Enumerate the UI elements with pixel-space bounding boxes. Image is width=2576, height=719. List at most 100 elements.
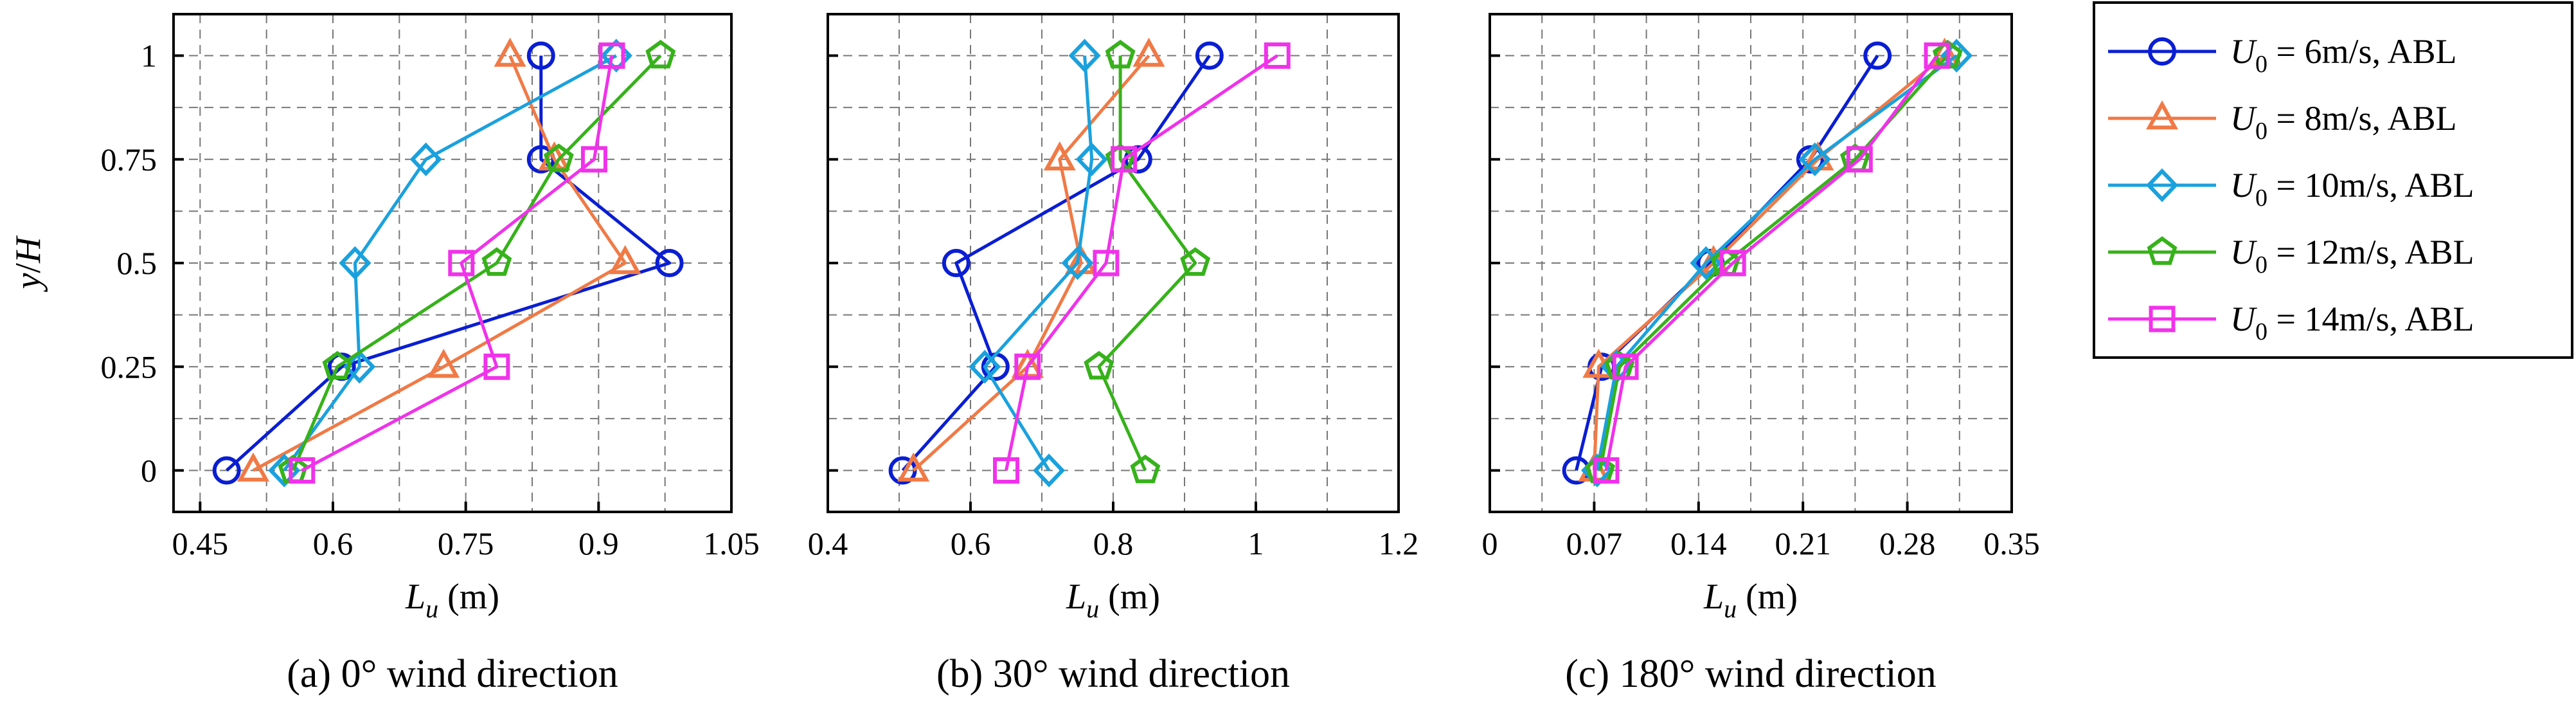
x-axis-unit: (m) (438, 577, 499, 617)
y-axis-var: y (8, 273, 48, 292)
data-point (1068, 39, 1101, 73)
data-point (645, 39, 676, 69)
legend-label: U0 = 10m/s, ABL (2230, 166, 2474, 212)
x-tick-label: 1.2 (1379, 525, 1419, 561)
legend-subscript: 0 (2255, 318, 2267, 345)
data-point (609, 244, 641, 275)
series-line (1595, 54, 1958, 471)
data-point (600, 39, 632, 73)
panel-caption: (a) 0° wind direction (287, 652, 618, 696)
grid (174, 14, 731, 512)
y-tick-label: 0.5 (117, 245, 157, 281)
data-point (1084, 350, 1114, 380)
legend-var: U (2230, 99, 2257, 138)
x-tick-label: 0.6 (951, 525, 991, 561)
x-axis-var: L (1066, 577, 1086, 617)
y-axis-slash: / (8, 263, 48, 273)
series-line (283, 54, 618, 471)
x-tick-label: 0.28 (1879, 525, 1936, 561)
data-point (655, 249, 684, 277)
x-tick-label: 0 (1482, 525, 1498, 561)
data-point (1612, 353, 1639, 380)
legend-text: = 10m/s, ABL (2267, 166, 2474, 205)
data-point (993, 457, 1019, 484)
data-point (1061, 246, 1094, 280)
legend-label: U0 = 6m/s, ABL (2230, 32, 2457, 78)
legend-var: U (2230, 166, 2257, 205)
data-point (409, 142, 442, 176)
data-point (212, 456, 241, 485)
legend-marker-square-icon (2149, 305, 2176, 332)
chart-panel-1: 0.45 0.6 0.75 0.9 1.05 0 0.25 0.5 0.75 1 Lu (m) y/H… (8, 13, 760, 696)
legend-marker-triangle-icon (2145, 100, 2179, 130)
legend-item-14ms: U0 = 14m/s, ABL (2108, 300, 2474, 345)
series-line (901, 55, 1211, 472)
x-tick-label: 0.21 (1775, 525, 1831, 561)
legend-var: U (2230, 233, 2257, 271)
legend-subscript: 0 (2255, 118, 2267, 145)
data-point (289, 457, 316, 484)
data-point (1180, 247, 1211, 276)
y-tick-label: 0.75 (101, 141, 157, 177)
x-axis-subscript: u (1086, 594, 1099, 623)
data-point (1719, 250, 1746, 277)
legend-text: = 12m/s, ABL (2267, 233, 2474, 271)
legend-text: = 6m/s, ABL (2267, 32, 2457, 71)
x-tick-label: 0.14 (1670, 525, 1727, 561)
legend-marker-circle-icon (2148, 37, 2176, 66)
series-line (1005, 54, 1278, 471)
data-point (598, 42, 625, 69)
x-tick-label: 0.8 (1093, 525, 1134, 561)
chart-panel-2: 0.4 0.6 0.8 1 1.2 Lu (m) (b) 30° wind directio… (808, 13, 1419, 696)
series-line (1097, 55, 1197, 471)
data-point (526, 41, 555, 70)
data-point (1033, 453, 1066, 487)
legend-box (2093, 1, 2573, 359)
data-point (1264, 42, 1291, 69)
series-line (983, 55, 1094, 471)
legend-item-10ms: U0 = 10m/s, ABL (2108, 166, 2474, 212)
data-point (339, 246, 371, 280)
legend-subscript: 0 (2255, 185, 2267, 212)
legend-item-8ms: U0 = 8m/s, ABL (2108, 99, 2457, 145)
data-point (322, 350, 353, 380)
series-line (1575, 55, 1879, 471)
data-point (427, 349, 460, 378)
y-tick-label: 1 (141, 38, 157, 74)
series-line (1604, 55, 1939, 471)
y-tick-label: 0 (141, 453, 157, 489)
legend-text: = 8m/s, ABL (2267, 99, 2457, 138)
series-line (252, 55, 627, 472)
series-14ms (1593, 42, 1951, 484)
legend-subscript: 0 (2255, 51, 2267, 78)
chart-panel-3: 0 0.07 0.14 0.21 0.28 0.35 Lu (m) (c) 180° wind… (1482, 13, 2040, 696)
legend-subscript: 0 (2255, 251, 2267, 278)
data-point (897, 452, 930, 482)
data-point (494, 37, 526, 67)
x-tick-label: 0.07 (1566, 525, 1623, 561)
x-tick-label: 0.6 (313, 525, 353, 561)
data-point (268, 453, 301, 487)
data-point (1924, 42, 1951, 69)
data-point (1846, 146, 1873, 173)
series-line (301, 55, 614, 472)
series-10ms (969, 39, 1108, 487)
series-12ms (1084, 39, 1211, 484)
grid (1490, 14, 2012, 512)
x-tick-label: 0.35 (1983, 525, 2040, 561)
legend-label: U0 = 8m/s, ABL (2230, 99, 2457, 145)
legend-marker-diamond-icon (2145, 168, 2179, 203)
panel-caption: (b) 30° wind direction (936, 652, 1290, 696)
x-tick-label: 0.9 (578, 525, 619, 561)
series-line (225, 55, 672, 472)
series-14ms (993, 42, 1291, 484)
x-axis-unit: (m) (1737, 577, 1798, 617)
data-point (1863, 41, 1892, 70)
x-tick-label: 0.4 (808, 525, 848, 561)
data-point (942, 249, 970, 277)
panel-caption: (c) 180° wind direction (1565, 652, 1936, 696)
legend-label: U0 = 12m/s, ABL (2230, 233, 2474, 278)
x-axis-label: Lu (m) (405, 577, 499, 623)
legend-item-12ms: U0 = 12m/s, ABL (2108, 233, 2474, 278)
